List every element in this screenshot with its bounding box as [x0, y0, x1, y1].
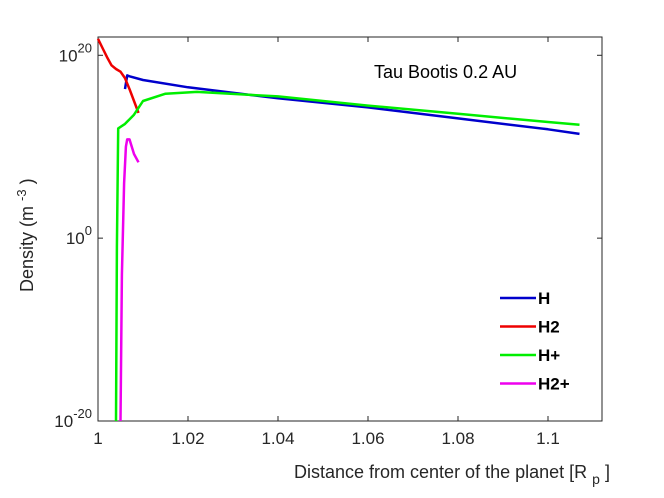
y-tick-label: 1020 [59, 40, 92, 65]
y-tick-exponent: 0 [85, 223, 92, 238]
x-tick-label: 1.08 [441, 429, 474, 448]
x-tick-label: 1 [93, 429, 102, 448]
x-tick-label: 1.06 [351, 429, 384, 448]
series-lines [96, 38, 580, 422]
x-axis-label: Distance from center of the planet [R p … [294, 462, 610, 488]
legend-label: H [538, 289, 550, 308]
series-line-hplus [114, 90, 580, 422]
y-tick-base: 10 [54, 412, 73, 431]
legend-label: H2 [538, 318, 560, 337]
series-line-h2plus [119, 138, 140, 422]
y-tick-base: 10 [59, 46, 78, 65]
x-tick-label: 1.02 [171, 429, 204, 448]
x-axis-label-subscript: p [592, 471, 600, 487]
series-line-h2 [96, 38, 140, 114]
y-tick-label: 10-20 [54, 406, 92, 431]
annotation-text: Tau Bootis 0.2 AU [374, 62, 517, 82]
legend: H H2 H+ H2+ [500, 289, 570, 394]
y-axis-label: Density (m -3 ) [10, 178, 37, 292]
legend-label: H+ [538, 346, 560, 365]
y-axis-label-main: Density (m [17, 206, 37, 292]
legend-label: H2+ [538, 375, 570, 394]
y-tick-exponent: -20 [73, 406, 92, 421]
x-axis-label-main: Distance from center of the planet [R [294, 462, 587, 482]
y-tick-base: 10 [66, 229, 85, 248]
x-tick-label: 1.1 [536, 429, 560, 448]
y-axis-label-superscript: -3 [14, 189, 29, 201]
x-axis-label-suffix: ] [605, 462, 610, 482]
x-axis-ticks: 1 1.02 1.04 1.06 1.08 1.1 [93, 37, 560, 448]
y-axis-label-suffix: ) [17, 178, 37, 184]
y-tick-exponent: 20 [78, 40, 92, 55]
y-tick-label: 100 [66, 223, 92, 248]
x-tick-label: 1.04 [261, 429, 294, 448]
plot-area [97, 36, 603, 422]
